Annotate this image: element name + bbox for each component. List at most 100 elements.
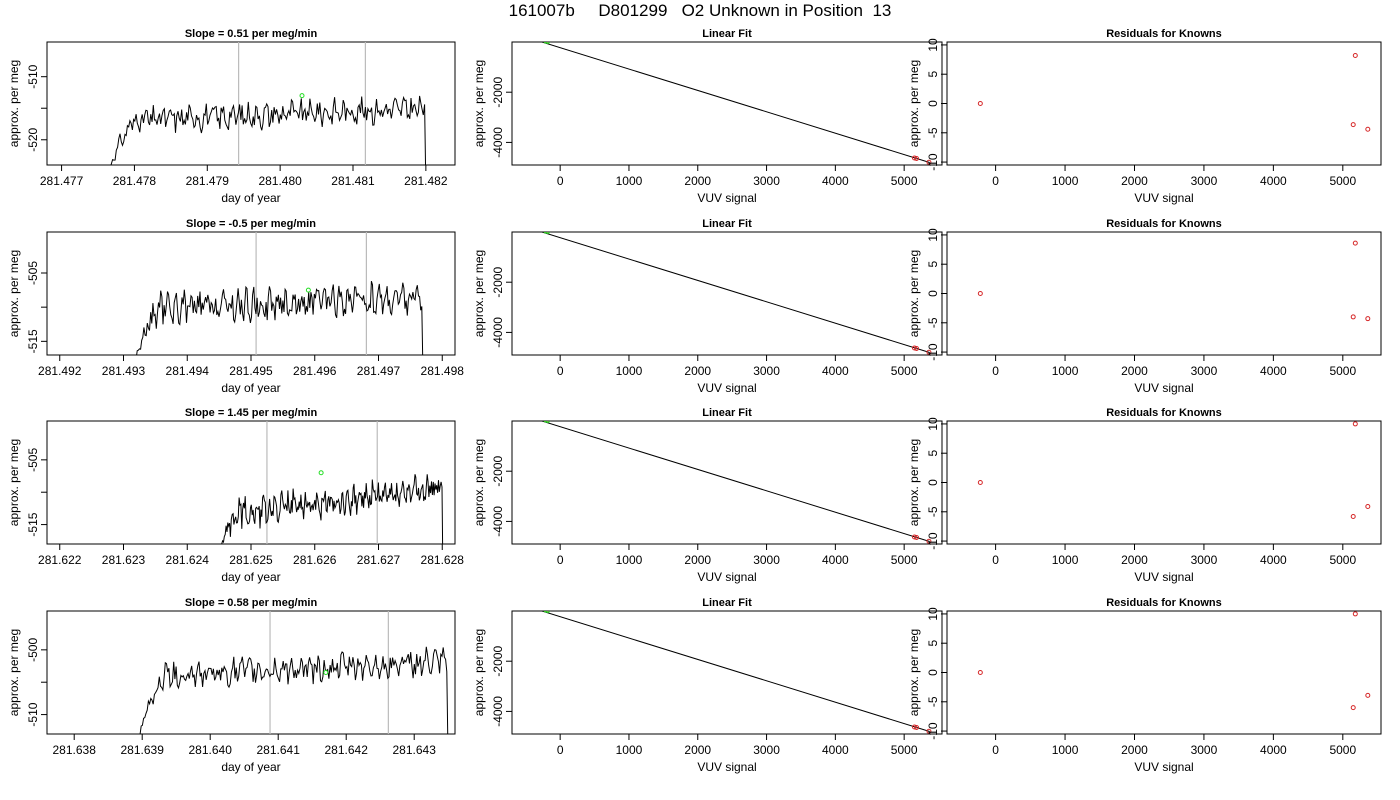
x-axis-label: day of year: [221, 570, 280, 584]
known-point: [1352, 52, 1358, 58]
plot-area: [977, 240, 1371, 322]
unknown-point: [545, 42, 551, 44]
x-axis-label: VUV signal: [697, 381, 756, 395]
x-tick-label: 0: [557, 174, 564, 188]
x-tick-label: 4000: [822, 364, 849, 378]
x-tick-label: 3000: [753, 743, 780, 757]
known-point: [1352, 611, 1358, 617]
x-tick-label: 281.495: [229, 364, 273, 378]
fit-line: [540, 42, 930, 163]
y-axis-label: approx. per meg: [7, 60, 21, 147]
plot-area: [540, 611, 932, 734]
x-tick-label: 1000: [1052, 743, 1079, 757]
known-point: [911, 724, 917, 730]
plot-frame: [46, 610, 456, 735]
chart-title: Residuals for Knowns: [1106, 597, 1222, 609]
data-trace: [136, 281, 424, 355]
x-tick-label: 281.478: [113, 174, 157, 188]
x-tick-label: 1000: [616, 364, 643, 378]
y-tick-label: 10: [926, 228, 940, 242]
known-point: [1352, 240, 1358, 246]
y-tick-label: -515: [26, 329, 40, 353]
x-tick-label: 3000: [1191, 553, 1218, 567]
chart-title: Slope = 0.58 per meg/min: [185, 597, 318, 609]
data-trace: [139, 646, 449, 734]
x-tick-label: 4000: [1260, 174, 1287, 188]
known-point: [911, 345, 917, 351]
y-axis-label: approx. per meg: [907, 439, 921, 526]
unknown-point: [543, 42, 548, 44]
y-tick-label: -4000: [491, 506, 505, 537]
x-tick-label: 3000: [1191, 743, 1218, 757]
plot-frame: [46, 420, 456, 545]
unknown-marker: [318, 470, 324, 476]
x-tick-label: 2000: [1121, 553, 1148, 567]
chart-panel-r1c0: Slope = -0.5 per meg/min 281.492 281.493 28…: [7, 218, 464, 395]
y-tick-label: -500: [26, 638, 40, 662]
chart-panel-r1c1: Linear Fit 0 1000 2000 3000 4000 5000 -4000 -200…: [472, 218, 943, 395]
chart-panel-r0c2: Residuals for Knowns 0 1000 2000 3000 4000 500…: [907, 28, 1382, 205]
x-tick-label: 2000: [684, 364, 711, 378]
known-point: [914, 534, 920, 540]
x-tick-label: 281.482: [404, 174, 448, 188]
chart-title: Slope = 1.45 per meg/min: [185, 407, 318, 419]
y-tick-label: 0: [926, 290, 940, 297]
x-tick-label: 1000: [1052, 364, 1079, 378]
x-tick-label: 1000: [1052, 174, 1079, 188]
known-point: [977, 670, 983, 675]
x-tick-label: 5000: [1329, 743, 1356, 757]
x-tick-label: 281.498: [421, 364, 465, 378]
plot-area: [540, 42, 932, 165]
known-point: [977, 101, 983, 106]
x-tick-label: 4000: [1260, 743, 1287, 757]
x-tick-label: 0: [557, 553, 564, 567]
x-tick-label: 281.625: [229, 553, 273, 567]
x-tick-label: 5000: [1329, 553, 1356, 567]
x-tick-label: 4000: [822, 553, 849, 567]
y-tick-label: -10: [926, 153, 940, 171]
y-tick-label: -5: [926, 696, 940, 707]
x-tick-label: 4000: [1260, 553, 1287, 567]
x-axis-label: VUV signal: [1134, 381, 1193, 395]
x-tick-label: 281.479: [186, 174, 230, 188]
known-point: [926, 538, 932, 544]
known-point: [914, 345, 920, 351]
data-trace: [221, 474, 444, 544]
x-tick-label: 0: [992, 364, 999, 378]
known-point: [914, 155, 920, 161]
x-tick-label: 281.622: [38, 553, 82, 567]
x-tick-label: 0: [557, 743, 564, 757]
x-tick-label: 281.639: [121, 743, 165, 757]
y-tick-label: -4000: [491, 317, 505, 348]
y-tick-label: -4000: [491, 127, 505, 158]
known-point: [926, 728, 932, 734]
x-tick-label: 5000: [1329, 174, 1356, 188]
y-tick-label: -2000: [491, 646, 505, 677]
x-tick-label: 281.481: [331, 174, 375, 188]
known-point: [911, 155, 917, 161]
chart-panel-r1c2: Residuals for Knowns 0 1000 2000 3000 4000 500…: [907, 218, 1382, 395]
page-title: 161007b D801299 O2 Unknown in Position 1…: [508, 1, 892, 20]
x-tick-label: 2000: [1121, 174, 1148, 188]
known-point: [977, 480, 983, 485]
unknown-point: [545, 421, 551, 423]
chart-panel-r2c1: Linear Fit 0 1000 2000 3000 4000 5000 -4000 -200…: [472, 407, 943, 584]
known-point: [926, 159, 932, 165]
y-axis-label: approx. per meg: [472, 60, 486, 147]
x-tick-label: 3000: [1191, 174, 1218, 188]
x-axis-label: VUV signal: [1134, 760, 1193, 774]
x-axis-label: VUV signal: [697, 191, 756, 205]
y-tick-label: -5: [926, 127, 940, 138]
known-point: [1352, 421, 1358, 427]
y-axis-label: approx. per meg: [907, 60, 921, 147]
unknown-point: [543, 611, 548, 613]
x-tick-label: 2000: [1121, 364, 1148, 378]
unknown-point: [545, 232, 551, 234]
x-axis-label: VUV signal: [1134, 191, 1193, 205]
x-tick-label: 0: [992, 743, 999, 757]
x-axis-label: day of year: [221, 760, 280, 774]
y-tick-label: -2000: [491, 456, 505, 487]
y-tick-label: 5: [926, 450, 940, 457]
x-tick-label: 1000: [1052, 553, 1079, 567]
